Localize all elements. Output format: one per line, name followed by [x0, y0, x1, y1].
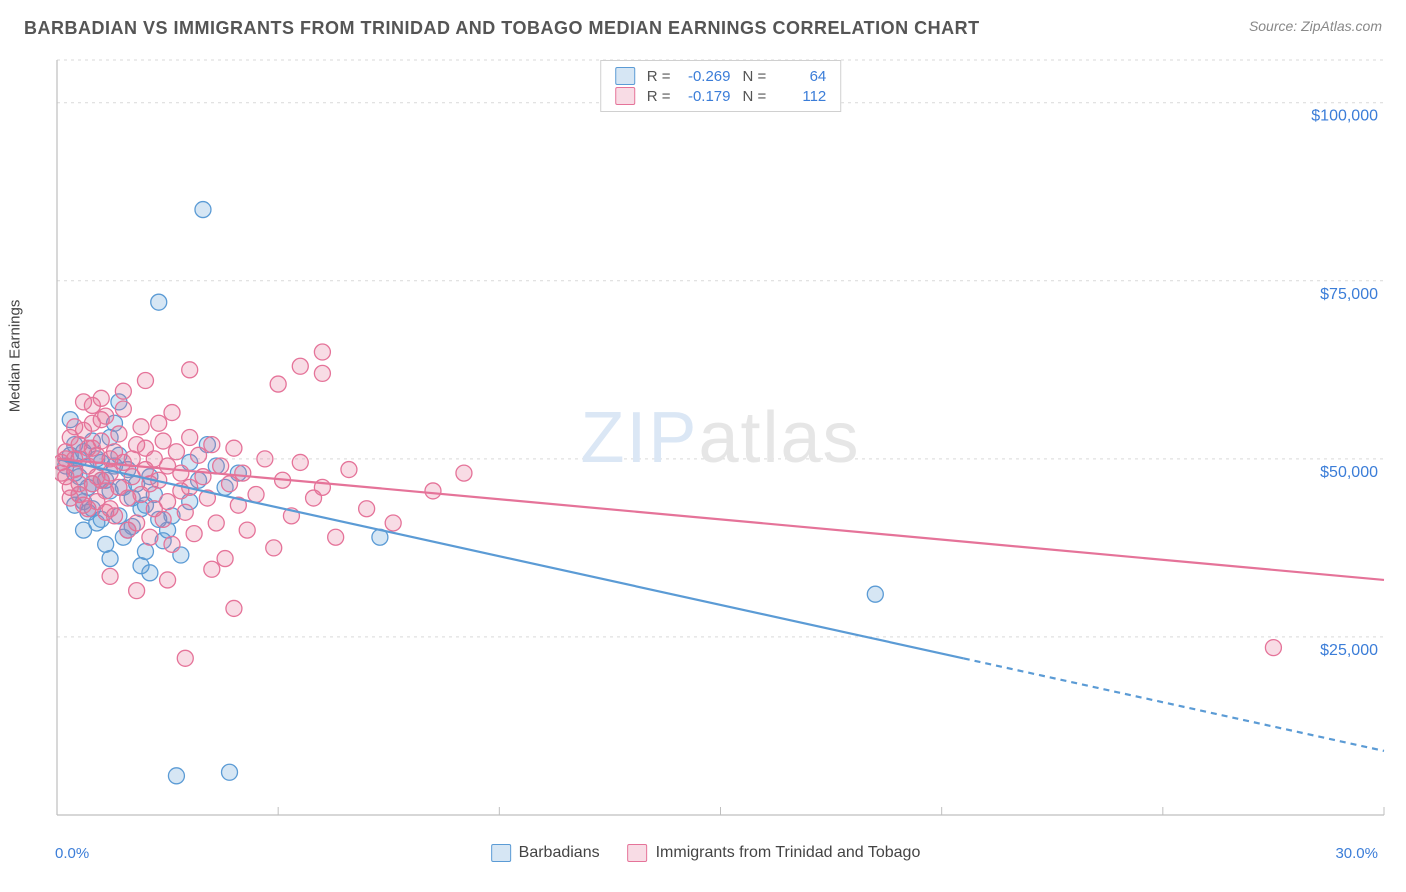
- svg-text:$75,000: $75,000: [1320, 286, 1378, 303]
- legend-label-barbadians: Barbadians: [519, 844, 600, 862]
- legend: Barbadians Immigrants from Trinidad and …: [491, 844, 921, 862]
- correlation-stats-box: R = -0.269 N = 64 R = -0.179 N = 112: [600, 60, 842, 112]
- legend-item-barbadians: Barbadians: [491, 844, 600, 862]
- scatter-plot: $25,000 $50,000 $75,000 $100,000: [55, 58, 1386, 817]
- n-value-trinidad: 112: [774, 88, 826, 105]
- r-label: R =: [647, 68, 671, 85]
- n-label: N =: [743, 88, 767, 105]
- legend-swatch-barbadians: [491, 844, 511, 862]
- n-label: N =: [743, 68, 767, 85]
- x-axis-min-label: 0.0%: [55, 845, 89, 862]
- x-axis-max-label: 30.0%: [1335, 845, 1378, 862]
- plot-region: $25,000$50,000$75,000$100,000 ZIPatlas R…: [55, 58, 1386, 817]
- swatch-barbadians: [615, 67, 635, 85]
- y-axis-label: Median Earnings: [7, 300, 24, 413]
- chart-area: Median Earnings $25,000$50,000$75,000$10…: [25, 58, 1386, 862]
- chart-title: BARBADIAN VS IMMIGRANTS FROM TRINIDAD AN…: [24, 18, 980, 39]
- legend-item-trinidad: Immigrants from Trinidad and Tobago: [628, 844, 921, 862]
- stats-row-trinidad: R = -0.179 N = 112: [615, 87, 827, 105]
- n-value-barbadians: 64: [774, 68, 826, 85]
- chart-header: BARBADIAN VS IMMIGRANTS FROM TRINIDAD AN…: [0, 0, 1406, 47]
- stats-row-barbadians: R = -0.269 N = 64: [615, 67, 827, 85]
- swatch-trinidad: [615, 87, 635, 105]
- r-value-trinidad: -0.179: [679, 88, 731, 105]
- legend-label-trinidad: Immigrants from Trinidad and Tobago: [656, 844, 921, 862]
- svg-text:$50,000: $50,000: [1320, 464, 1378, 481]
- source-attribution: Source: ZipAtlas.com: [1249, 18, 1382, 34]
- legend-swatch-trinidad: [628, 844, 648, 862]
- svg-text:$100,000: $100,000: [1311, 108, 1378, 125]
- r-value-barbadians: -0.269: [679, 68, 731, 85]
- svg-text:$25,000: $25,000: [1320, 642, 1378, 659]
- r-label: R =: [647, 88, 671, 105]
